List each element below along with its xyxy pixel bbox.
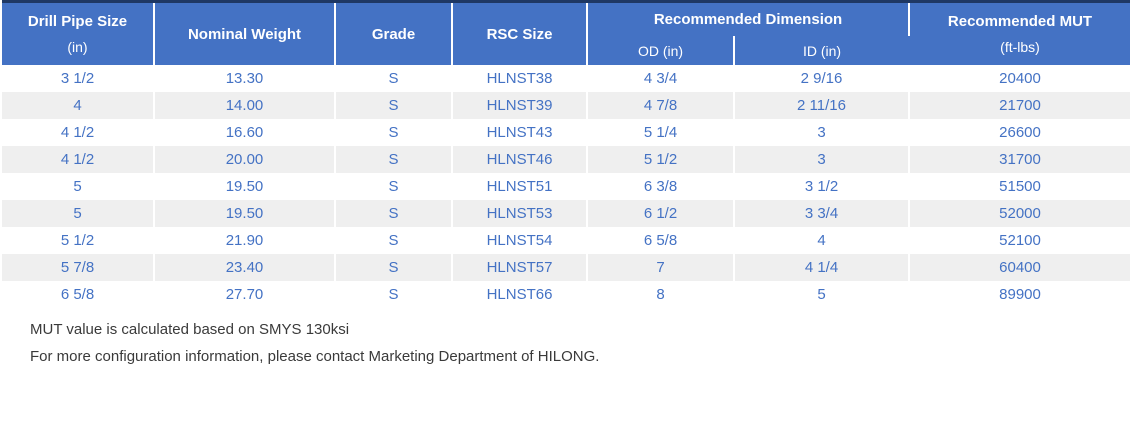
- cell-id: 4: [734, 227, 910, 254]
- cell-od: 5 1/4: [587, 119, 735, 146]
- cell-mut: 51500: [909, 173, 1130, 200]
- table-row: 3 1/2 13.30 S HLNST38 4 3/4 2 9/16 20400: [2, 65, 1130, 92]
- cell-grade: S: [335, 146, 453, 173]
- cell-mut: 21700: [909, 92, 1130, 119]
- cell-od: 6 1/2: [587, 200, 735, 227]
- cell-weight: 21.90: [154, 227, 336, 254]
- col-header-nominal-weight: Nominal Weight: [154, 0, 336, 65]
- cell-id: 5: [734, 281, 910, 308]
- cell-od: 7: [587, 254, 735, 281]
- col-header-recommended-mut-title: Recommended MUT: [947, 12, 1093, 30]
- table-notes: MUT value is calculated based on SMYS 13…: [30, 316, 1134, 370]
- cell-mut: 31700: [909, 146, 1130, 173]
- cell-grade: S: [335, 254, 453, 281]
- cell-id: 3: [734, 119, 910, 146]
- table-row: 4 1/2 20.00 S HLNST46 5 1/2 3 31700: [2, 146, 1130, 173]
- cell-size: 5 7/8: [2, 254, 155, 281]
- cell-rsc: HLNST39: [452, 92, 588, 119]
- cell-id: 3 1/2: [734, 173, 910, 200]
- cell-size: 3 1/2: [2, 65, 155, 92]
- cell-od: 4 7/8: [587, 92, 735, 119]
- cell-rsc: HLNST53: [452, 200, 588, 227]
- cell-od: 8: [587, 281, 735, 308]
- table-row: 4 14.00 S HLNST39 4 7/8 2 11/16 21700: [2, 92, 1130, 119]
- table-row: 5 1/2 21.90 S HLNST54 6 5/8 4 52100: [2, 227, 1130, 254]
- cell-mut: 26600: [909, 119, 1130, 146]
- cell-weight: 23.40: [154, 254, 336, 281]
- cell-grade: S: [335, 227, 453, 254]
- col-header-drill-pipe-size-unit: (in): [67, 39, 88, 56]
- table-row: 4 1/2 16.60 S HLNST43 5 1/4 3 26600: [2, 119, 1130, 146]
- cell-weight: 19.50: [154, 173, 336, 200]
- drill-pipe-spec-table: Drill Pipe Size (in) Nominal Weight Grad…: [2, 0, 1130, 308]
- cell-size: 5 1/2: [2, 227, 155, 254]
- col-header-rsc-size: RSC Size: [452, 0, 588, 65]
- cell-id: 3 3/4: [734, 200, 910, 227]
- table-header: Drill Pipe Size (in) Nominal Weight Grad…: [2, 0, 1130, 65]
- table-row: 5 19.50 S HLNST53 6 1/2 3 3/4 52000: [2, 200, 1130, 227]
- col-header-id: ID (in): [734, 36, 909, 65]
- cell-id: 3: [734, 146, 910, 173]
- cell-weight: 14.00: [154, 92, 336, 119]
- col-header-recommended-mut-unit: (ft-lbs): [1000, 39, 1040, 56]
- cell-rsc: HLNST54: [452, 227, 588, 254]
- cell-rsc: HLNST51: [452, 173, 588, 200]
- cell-rsc: HLNST46: [452, 146, 588, 173]
- col-header-recommended-mut: Recommended MUT (ft-lbs): [909, 0, 1130, 65]
- cell-size: 4 1/2: [2, 146, 155, 173]
- cell-id: 4 1/4: [734, 254, 910, 281]
- cell-size: 5: [2, 173, 155, 200]
- cell-mut: 89900: [909, 281, 1130, 308]
- cell-size: 5: [2, 200, 155, 227]
- cell-weight: 19.50: [154, 200, 336, 227]
- col-header-od: OD (in): [587, 36, 735, 65]
- col-header-drill-pipe-size-title: Drill Pipe Size: [27, 12, 128, 30]
- cell-grade: S: [335, 119, 453, 146]
- table-row: 6 5/8 27.70 S HLNST66 8 5 89900: [2, 281, 1130, 308]
- header-row-sub: OD (in) ID (in): [2, 36, 1130, 65]
- col-header-grade: Grade: [335, 0, 453, 65]
- cell-grade: S: [335, 281, 453, 308]
- header-row-main: Drill Pipe Size (in) Nominal Weight Grad…: [2, 0, 1130, 65]
- table-row: 5 7/8 23.40 S HLNST57 7 4 1/4 60400: [2, 254, 1130, 281]
- cell-weight: 27.70: [154, 281, 336, 308]
- cell-grade: S: [335, 92, 453, 119]
- cell-grade: S: [335, 200, 453, 227]
- note-contact: For more configuration information, plea…: [30, 348, 600, 365]
- cell-mut: 60400: [909, 254, 1130, 281]
- cell-rsc: HLNST66: [452, 281, 588, 308]
- cell-weight: 20.00: [154, 146, 336, 173]
- cell-id: 2 11/16: [734, 92, 910, 119]
- cell-size: 4: [2, 92, 155, 119]
- cell-mut: 20400: [909, 65, 1130, 92]
- cell-weight: 13.30: [154, 65, 336, 92]
- table-body: 3 1/2 13.30 S HLNST38 4 3/4 2 9/16 20400…: [2, 65, 1130, 308]
- cell-size: 6 5/8: [2, 281, 155, 308]
- cell-weight: 16.60: [154, 119, 336, 146]
- cell-mut: 52000: [909, 200, 1130, 227]
- note-mut-basis: MUT value is calculated based on SMYS 13…: [30, 321, 350, 338]
- cell-od: 6 3/8: [587, 173, 735, 200]
- cell-mut: 52100: [909, 227, 1130, 254]
- cell-od: 4 3/4: [587, 65, 735, 92]
- cell-od: 6 5/8: [587, 227, 735, 254]
- cell-grade: S: [335, 65, 453, 92]
- table-row: 5 19.50 S HLNST51 6 3/8 3 1/2 51500: [2, 173, 1130, 200]
- cell-rsc: HLNST43: [452, 119, 588, 146]
- cell-size: 4 1/2: [2, 119, 155, 146]
- cell-od: 5 1/2: [587, 146, 735, 173]
- cell-id: 2 9/16: [734, 65, 910, 92]
- col-header-recommended-dimension: Recommended Dimension: [587, 0, 910, 37]
- col-header-drill-pipe-size: Drill Pipe Size (in): [2, 0, 155, 65]
- cell-rsc: HLNST38: [452, 65, 588, 92]
- cell-rsc: HLNST57: [452, 254, 588, 281]
- cell-grade: S: [335, 173, 453, 200]
